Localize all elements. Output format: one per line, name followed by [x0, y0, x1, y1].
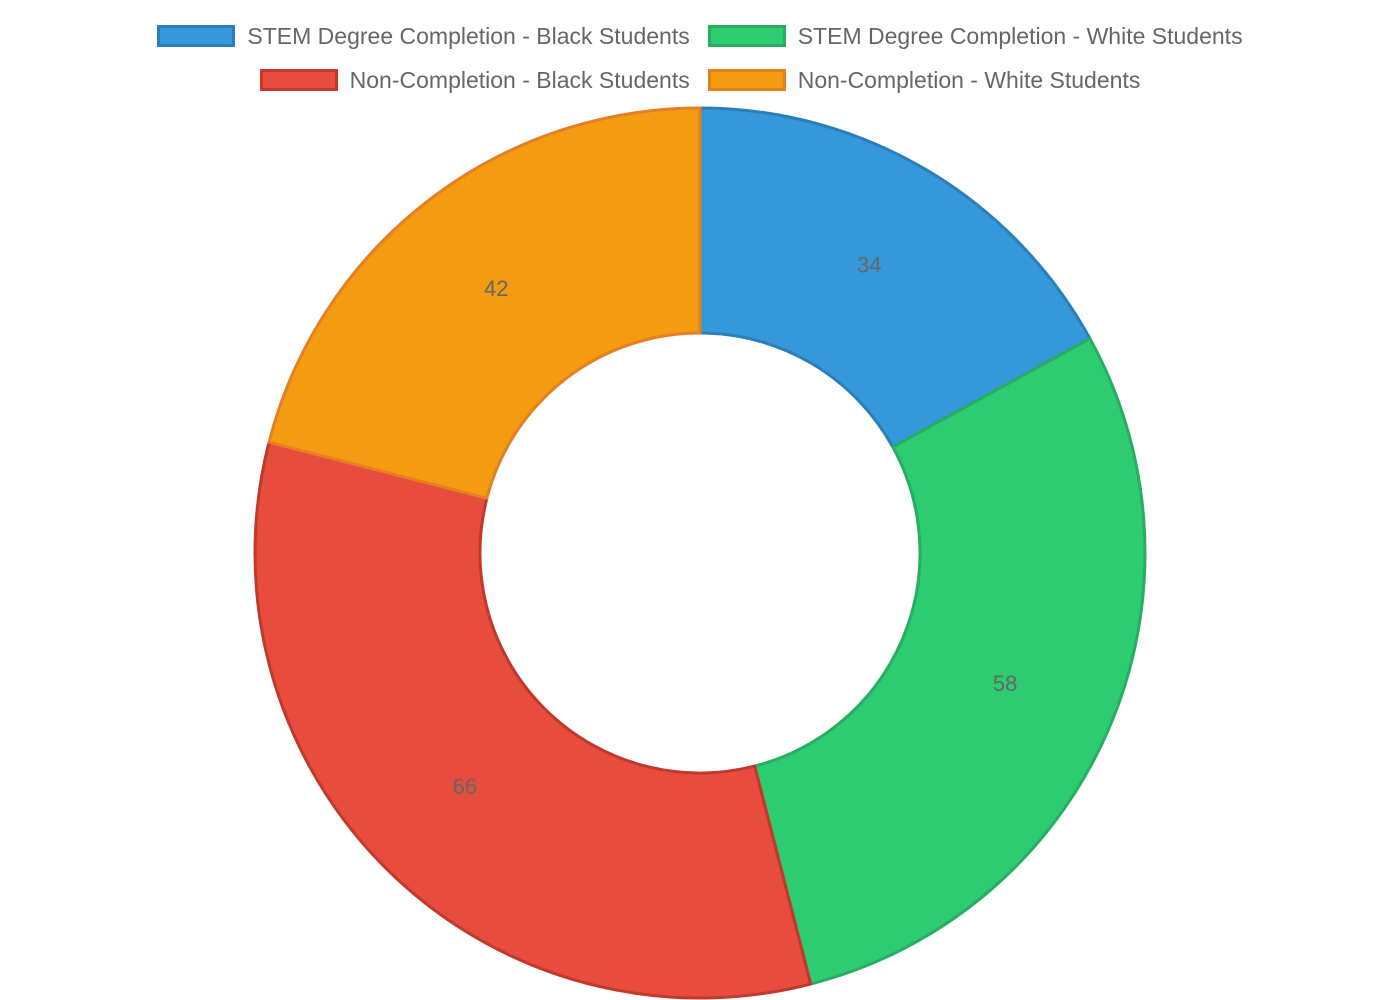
legend-swatch — [259, 69, 338, 91]
legend-label: Non-Completion - Black Students — [349, 66, 690, 93]
legend-swatch — [707, 69, 786, 91]
slice-stem-black[interactable] — [698, 106, 1092, 449]
data-label-stem-white: 58 — [993, 671, 1017, 696]
slice-stem-white[interactable] — [753, 337, 1147, 986]
legend-item-noncompletion-black[interactable]: Non-Completion - Black Students — [259, 66, 690, 94]
legend-row: STEM Degree Completion - Black Students … — [0, 14, 1400, 58]
legend-label: STEM Degree Completion - White Students — [797, 22, 1243, 49]
legend-item-stem-black[interactable]: STEM Degree Completion - Black Students — [157, 22, 690, 50]
legend-item-stem-white[interactable]: STEM Degree Completion - White Students — [707, 22, 1243, 50]
legend-swatch — [707, 25, 786, 47]
legend-swatch — [157, 25, 236, 47]
data-label-noncompletion-white: 42 — [484, 276, 508, 301]
legend-label: Non-Completion - White Students — [797, 66, 1141, 93]
legend-label: STEM Degree Completion - Black Students — [247, 22, 690, 49]
legend-item-noncompletion-white[interactable]: Non-Completion - White Students — [707, 66, 1141, 94]
legend: STEM Degree Completion - Black Students … — [0, 14, 1400, 102]
legend-row: Non-Completion - Black Students Non-Comp… — [0, 58, 1400, 102]
data-label-stem-black: 34 — [857, 253, 881, 278]
slice-noncompletion-black[interactable] — [253, 440, 813, 1000]
data-label-noncompletion-black: 66 — [453, 774, 477, 799]
slice-noncompletion-white[interactable] — [267, 106, 702, 500]
